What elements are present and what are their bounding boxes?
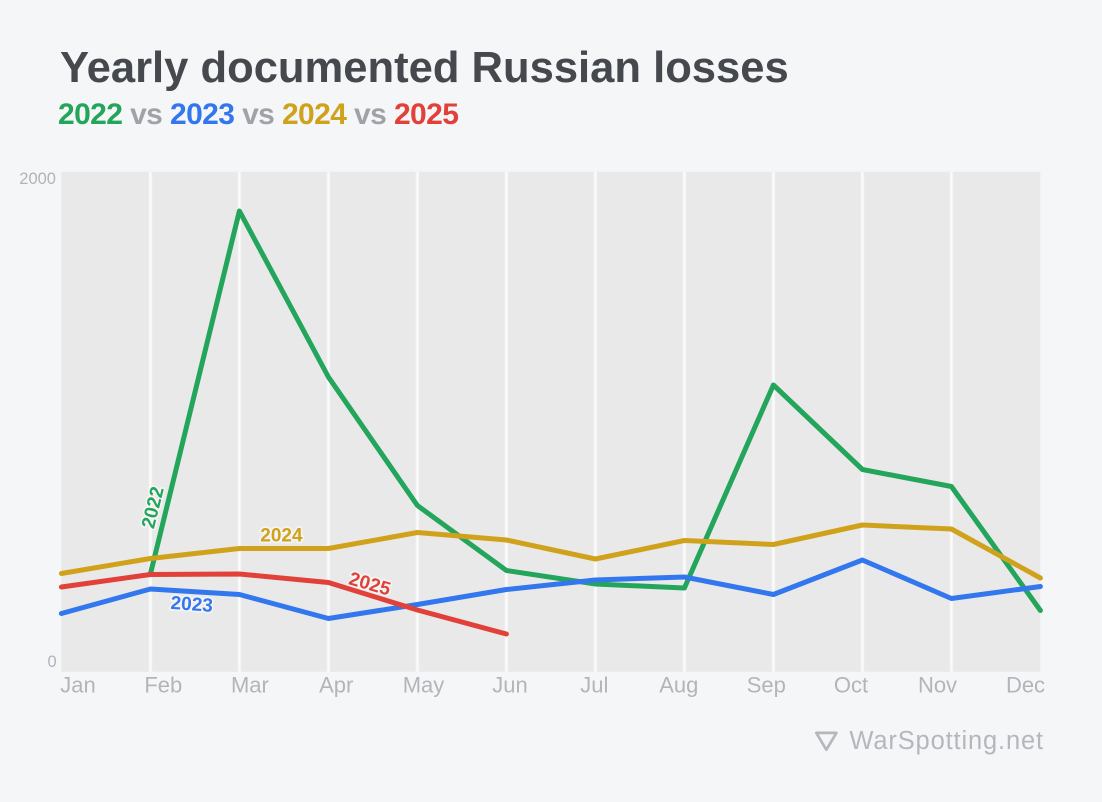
svg-text:Sep: Sep [747,672,786,697]
svg-text:May: May [403,672,445,697]
svg-text:2000: 2000 [19,170,56,188]
svg-text:WarSpotting.net: WarSpotting.net [849,727,1044,755]
svg-text:Feb: Feb [144,672,182,697]
svg-text:Oct: Oct [834,672,868,697]
svg-text:Jul: Jul [580,672,608,697]
svg-text:0: 0 [48,653,57,671]
svg-text:2024: 2024 [260,526,303,547]
svg-text:Apr: Apr [319,672,353,697]
svg-text:Jan: Jan [60,672,95,697]
svg-text:Mar: Mar [231,672,269,697]
svg-text:Aug: Aug [659,672,698,697]
svg-text:Jun: Jun [492,672,527,697]
svg-text:2023: 2023 [170,593,214,617]
svg-text:Dec: Dec [1006,672,1045,697]
svg-text:Nov: Nov [918,672,957,697]
